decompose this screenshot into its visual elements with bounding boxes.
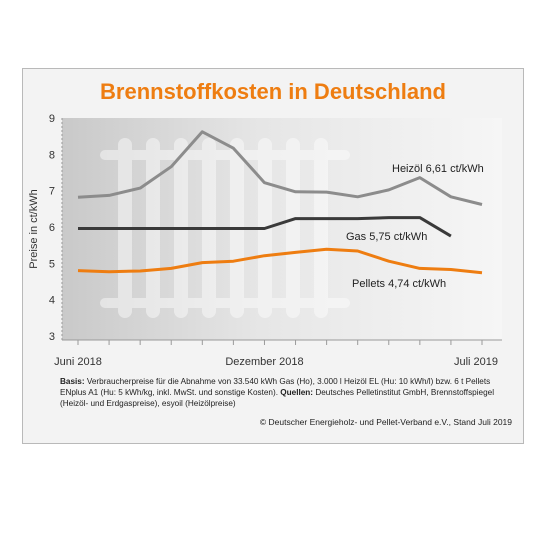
y-tick-label: 9 [49, 113, 55, 125]
chart-title: Brennstoffkosten in Deutschland [100, 79, 446, 104]
y-axis-label: Preise in ct/kWh [28, 189, 40, 268]
x-tick-label: Juli 2019 [454, 356, 498, 368]
y-tick-label: 5 [49, 258, 55, 270]
footnote-basis: Basis: Verbraucherpreise für die Abnahme… [60, 377, 512, 409]
quellen-label: Quellen: [280, 387, 314, 397]
y-ticks: 3 4 5 6 7 8 9 [49, 113, 55, 343]
heizoel-line [77, 130, 483, 206]
copyright: © Deutscher Energieholz- und Pellet-Verb… [259, 417, 512, 427]
y-tick-label: 7 [49, 186, 55, 198]
gas-line [78, 216, 452, 238]
quellen-text: Deutsches Pelletinstitut GmbH, Brennstof… [315, 387, 495, 397]
y-tick-label: 4 [49, 295, 55, 307]
basis-line2a: ENplus A1 (Hu: 5 kWh/kg, inkl. MwSt. und… [60, 387, 278, 397]
x-ticks: Juni 2018 Dezember 2018 Juli 2019 [54, 340, 498, 368]
y-tick-label: 8 [49, 149, 55, 161]
y-tick-label: 6 [49, 222, 55, 234]
series-lines [77, 130, 483, 275]
basis-line3: (Heizöl- und Erdgaspreise), esyoil (Heiz… [60, 398, 236, 408]
pellets-line [77, 247, 483, 275]
basis-line1: Verbraucherpreise für die Abnahme von 33… [86, 377, 491, 386]
series-label-gas: Gas 5,75 ct/kWh [346, 231, 427, 243]
series-label-pellets: Pellets 4,74 ct/kWh [352, 278, 446, 290]
series-label-heizoel: Heizöl 6,61 ct/kWh [392, 163, 484, 175]
x-tick-label: Dezember 2018 [225, 356, 303, 368]
y-tick-label: 3 [49, 331, 55, 343]
basis-label: Basis: [60, 377, 85, 386]
x-tick-label: Juni 2018 [54, 356, 102, 368]
